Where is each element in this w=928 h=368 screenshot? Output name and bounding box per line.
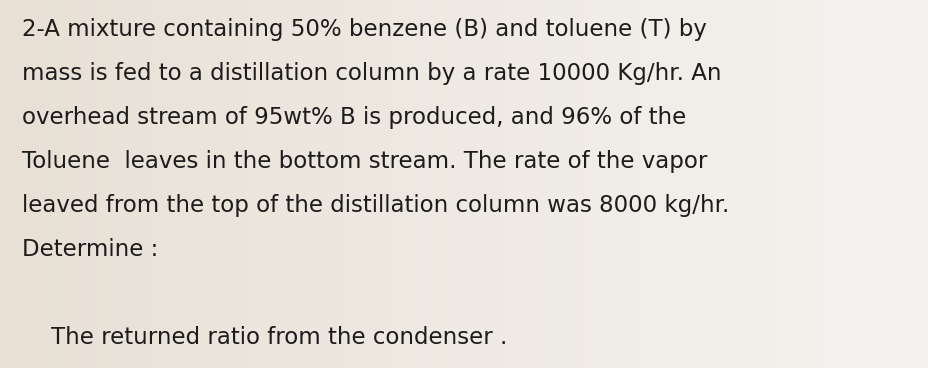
Text: mass is fed to a distillation column by a rate 10000 Kg/hr. An: mass is fed to a distillation column by … [22,62,721,85]
Text: Determine :: Determine : [22,238,158,261]
Text: leaved from the top of the distillation column was 8000 kg/hr.: leaved from the top of the distillation … [22,194,728,217]
Text: Toluene  leaves in the bottom stream. The rate of the vapor: Toluene leaves in the bottom stream. The… [22,150,706,173]
Text: 2-A mixture containing 50% benzene (B) and toluene (T) by: 2-A mixture containing 50% benzene (B) a… [22,18,706,41]
Text: The returned ratio from the condenser .: The returned ratio from the condenser . [22,326,507,349]
Text: overhead stream of 95wt% B is produced, and 96% of the: overhead stream of 95wt% B is produced, … [22,106,686,129]
